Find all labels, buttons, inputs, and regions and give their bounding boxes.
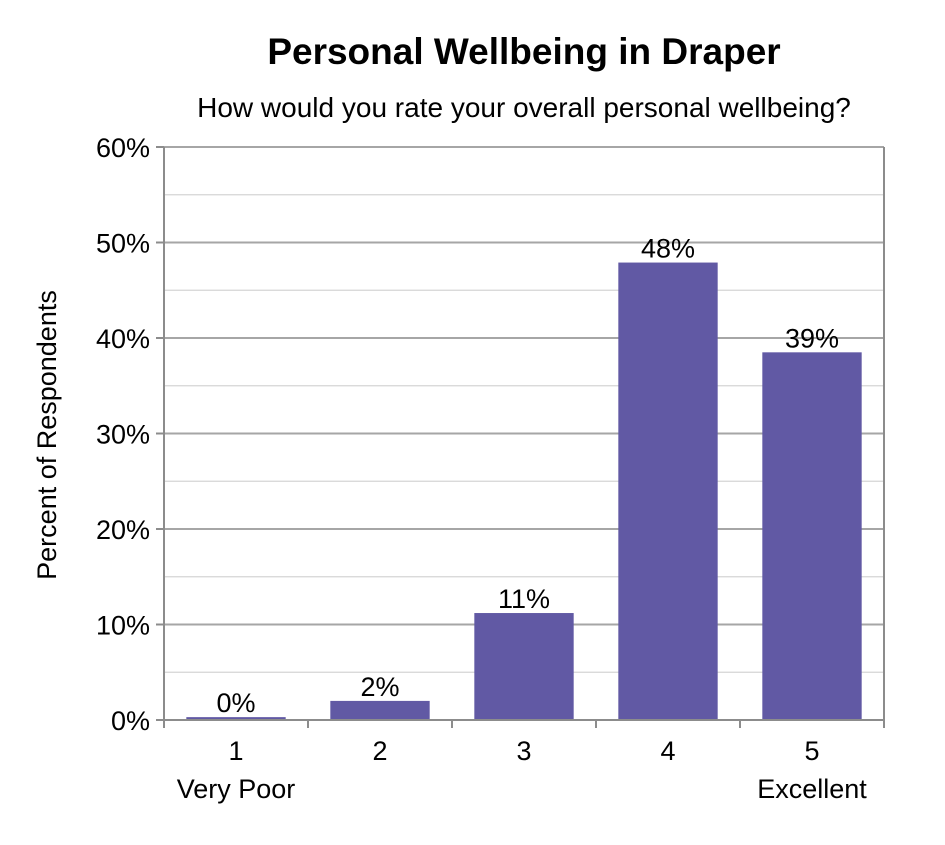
x-tick-label: 2 [372,736,387,766]
plot-area: 0% 10% 20% 30% 40% 50% 60% 0% 1 Very Poor 2% 2 11% 3 4… [96,133,885,804]
data-label: 2% [360,672,399,702]
y-tick-label: 40% [96,324,150,354]
data-label: 11% [498,584,550,614]
y-tick-label: 60% [96,133,150,163]
bar-4 [618,262,718,720]
x-tick-sublabel: Excellent [757,774,867,804]
bar-2 [330,700,430,720]
y-tick-label: 20% [96,515,150,545]
chart-subtitle: How would you rate your overall personal… [197,92,851,123]
x-tick-label: 5 [804,736,819,766]
y-tick-label: 10% [96,611,150,641]
y-tick-label: 0% [111,706,150,736]
x-tick-label: 4 [660,736,675,766]
bar-1 [186,717,286,720]
x-tick-sublabel: Very Poor [177,774,296,804]
data-label: 0% [216,688,255,718]
bar-5 [762,352,862,720]
y-tick-label: 30% [96,420,150,450]
y-tick-label: 50% [96,229,150,259]
chart-title: Personal Wellbeing in Draper [267,31,780,72]
y-axis-label: Percent of Respondents [32,290,62,580]
bar-3 [474,613,574,720]
data-label: 48% [641,234,695,264]
x-tick-label: 1 [228,736,243,766]
data-label: 39% [785,323,839,353]
x-tick-label: 3 [516,736,531,766]
